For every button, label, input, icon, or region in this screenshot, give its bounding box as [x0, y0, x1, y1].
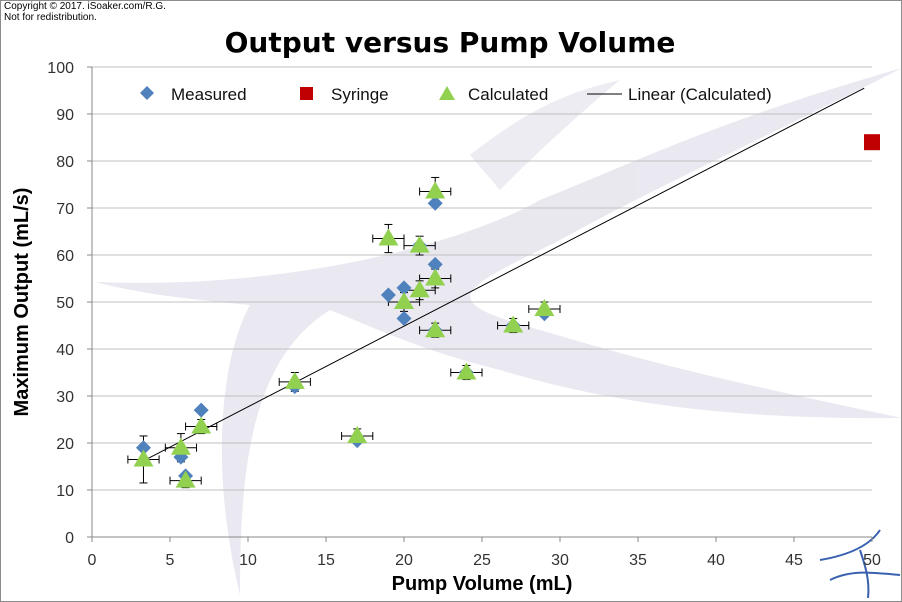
calculated-point: [425, 268, 446, 286]
y-tick-label: 30: [56, 389, 74, 406]
y-tick-label: 10: [56, 483, 74, 500]
calculated-point: [175, 470, 196, 488]
calculated-point: [284, 371, 305, 389]
watermark-logo: [95, 68, 902, 595]
calculated-point: [409, 235, 430, 253]
legend-measured-label: Measured: [171, 85, 247, 104]
x-tick-label: 20: [395, 552, 413, 569]
y-tick-label: 60: [56, 248, 74, 265]
y-tick-label: 40: [56, 342, 74, 359]
y-tick-label: 70: [56, 201, 74, 218]
measured-point: [396, 280, 412, 296]
x-tick-label: 30: [551, 552, 569, 569]
x-tick-label: 50: [863, 552, 881, 569]
calculated-point: [170, 437, 191, 455]
y-tick-label: 90: [56, 107, 74, 124]
y-tick-label: 50: [56, 295, 74, 312]
legend-linear-label: Linear (Calculated): [628, 85, 772, 104]
y-tick-label: 80: [56, 154, 74, 171]
y-tick-label: 20: [56, 436, 74, 453]
calculated-point: [409, 280, 430, 298]
x-tick-label: 45: [785, 552, 803, 569]
syringe-point: [864, 134, 880, 151]
calculated-point: [378, 228, 399, 246]
data-marks: [133, 134, 880, 488]
gridlines: [92, 66, 872, 491]
calculated-point: [534, 299, 555, 317]
axes: 0 10 20 30 40 50 60 70 80 90 100 0 5 10 15 20 25 30 35 40 45…: [47, 60, 881, 569]
legend-calculated-marker: [439, 86, 455, 100]
corner-logo-icon: [819, 529, 901, 599]
legend: Measured Syringe Calculated Linear (Calc…: [140, 85, 772, 104]
legend-measured-marker: [140, 86, 154, 100]
calculated-point: [503, 315, 524, 333]
chart-title: Output versus Pump Volume: [225, 26, 676, 59]
calculated-point: [425, 320, 446, 338]
y-tick-label: 100: [47, 60, 74, 77]
x-tick-label: 0: [88, 552, 97, 569]
calculated-point: [456, 362, 477, 380]
linear-trendline: [143, 87, 865, 462]
y-axis-title: Maximum Output (mL/s): [11, 188, 33, 417]
x-tick-label: 5: [166, 552, 175, 569]
measured-point: [193, 402, 209, 418]
x-tick-label: 10: [239, 552, 257, 569]
legend-syringe-label: Syringe: [331, 85, 389, 104]
copyright-notice: Copyright © 2017. iSoaker.com/R.G. Not f…: [4, 1, 166, 23]
measured-point: [427, 195, 443, 211]
calculated-point: [394, 292, 414, 309]
calculated-point: [347, 425, 368, 443]
x-tick-label: 15: [317, 552, 335, 569]
trendline: [143, 87, 865, 462]
x-tick-label: 25: [473, 552, 491, 569]
legend-syringe-marker: [300, 87, 313, 100]
x-tick-label: 35: [629, 552, 647, 569]
calculated-point: [191, 416, 212, 434]
measured-point: [135, 440, 151, 456]
calculated-point: [133, 449, 154, 467]
calculated-point: [425, 181, 446, 199]
measured-point: [380, 287, 396, 303]
legend-calculated-label: Calculated: [468, 85, 548, 104]
measured-point: [396, 310, 412, 326]
measured-point: [427, 256, 443, 272]
x-tick-label: 40: [707, 552, 725, 569]
x-axis-title: Pump Volume (mL): [392, 573, 573, 595]
y-tick-label: 0: [65, 530, 74, 547]
